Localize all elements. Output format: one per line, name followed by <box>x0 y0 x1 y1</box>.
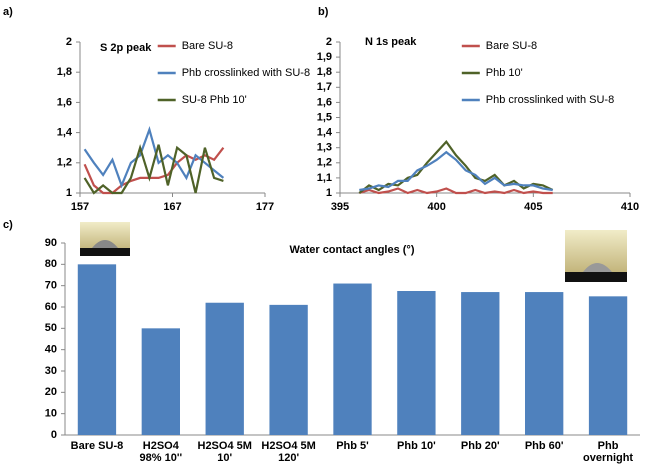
y-tick-label: 1,9 <box>317 51 332 63</box>
x-tick-label: 405 <box>524 201 542 213</box>
x-tick-label: Phb overnight <box>578 440 638 464</box>
y-tick-label: 1,2 <box>57 157 72 169</box>
chart: a) S 2p peak 1 1,2 1,4 1,6 1,8 2 157 167 177 Bare S… <box>0 0 651 467</box>
legend-label: Bare SU-8 <box>182 40 233 52</box>
x-tick-label: 395 <box>331 201 349 213</box>
y-tick-label: 2 <box>66 36 72 48</box>
y-tick-label: 20 <box>45 386 57 398</box>
annotation: S 2p peak <box>100 42 152 54</box>
y-tick-label: 30 <box>45 365 57 377</box>
y-tick-label: 90 <box>45 237 57 249</box>
bar <box>206 303 244 435</box>
bar <box>397 291 435 435</box>
y-tick-label: 1,4 <box>57 127 73 139</box>
x-tick-label: 167 <box>163 201 181 213</box>
y-tick-label: 60 <box>45 301 57 313</box>
figure: a) S 2p peak 1 1,2 1,4 1,6 1,8 2 157 167 177 Bare S… <box>0 0 651 467</box>
panel-label: b) <box>318 6 329 18</box>
y-tick-label: 1,8 <box>57 66 72 78</box>
x-tick-label: 400 <box>427 201 445 213</box>
legend-label: Phb 10' <box>486 67 523 79</box>
y-tick-label: 1,3 <box>317 142 332 154</box>
chart-title: Water contact angles (°) <box>289 244 414 256</box>
bar <box>333 284 371 435</box>
x-tick-label: Phb 60' <box>514 440 574 452</box>
bar <box>269 305 307 435</box>
y-tick-label: 1 <box>326 187 332 199</box>
y-tick-label: 40 <box>45 344 57 356</box>
y-tick-label: 1 <box>66 187 72 199</box>
x-tick-label: H2SO4 5M 120' <box>259 440 319 464</box>
droplet-photo <box>565 230 627 282</box>
y-tick-label: 1,8 <box>317 66 332 78</box>
x-tick-label: Phb 20' <box>450 440 510 452</box>
droplet-photo <box>80 222 130 256</box>
x-tick-label: 410 <box>621 201 639 213</box>
x-tick-label: H2SO4 98% 10'' <box>131 440 191 464</box>
x-tick-label: Bare SU-8 <box>67 440 127 452</box>
y-tick-label: 1,4 <box>317 127 333 139</box>
legend-label: SU-8 Phb 10' <box>182 94 247 106</box>
y-tick-label: 0 <box>51 429 57 441</box>
y-tick-label: 1,6 <box>57 96 72 108</box>
y-tick-label: 1,2 <box>317 157 332 169</box>
y-tick-label: 1,7 <box>317 81 332 93</box>
y-tick-label: 50 <box>45 322 57 334</box>
series-line <box>85 145 224 193</box>
legend-label: Phb crosslinked with SU-8 <box>182 67 310 79</box>
x-tick-label: Phb 10' <box>386 440 446 452</box>
panel-label: a) <box>3 6 13 18</box>
annotation: N 1s peak <box>365 36 417 48</box>
bar <box>142 328 180 435</box>
y-tick-label: 2 <box>326 36 332 48</box>
legend-label: Bare SU-8 <box>486 40 537 52</box>
y-tick-label: 10 <box>45 408 57 420</box>
x-tick-label: Phb 5' <box>323 440 383 452</box>
x-tick-label: 177 <box>256 201 274 213</box>
x-tick-label: H2SO4 5M 10' <box>195 440 255 464</box>
y-tick-label: 1,1 <box>317 172 332 184</box>
panel-label: c) <box>3 219 13 231</box>
bar <box>589 296 627 435</box>
y-tick-label: 1,6 <box>317 96 332 108</box>
y-tick-label: 80 <box>45 258 57 270</box>
legend-label: Phb crosslinked with SU-8 <box>486 94 614 106</box>
x-tick-label: 157 <box>71 201 89 213</box>
y-tick-label: 1,5 <box>317 111 332 123</box>
y-tick-label: 70 <box>45 280 57 292</box>
bar <box>461 292 499 435</box>
bar <box>78 264 116 435</box>
bar <box>525 292 563 435</box>
